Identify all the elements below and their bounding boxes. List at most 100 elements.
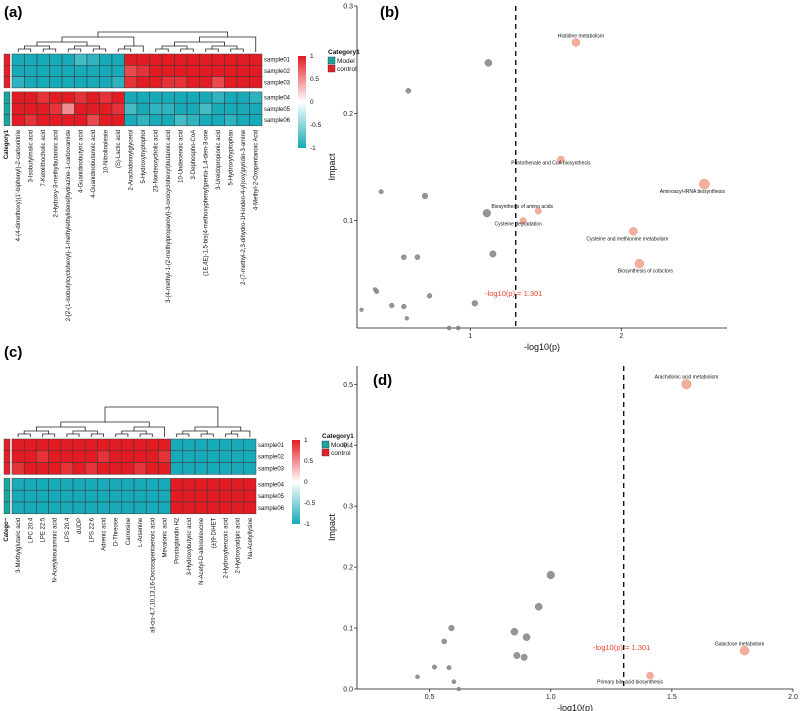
heatmap-cell bbox=[136, 91, 150, 104]
heatmap-cell bbox=[49, 76, 63, 89]
column-label: N-Acetylneuraminic acid bbox=[53, 518, 59, 583]
heatmap-cell bbox=[36, 65, 50, 77]
dendrogram-branch bbox=[17, 433, 31, 437]
heatmap-cell bbox=[99, 102, 113, 115]
heatmap-cell bbox=[48, 478, 62, 491]
heatmap-cell bbox=[231, 478, 245, 491]
heatmap-cell bbox=[231, 462, 245, 475]
column-label: LPS 22:6 bbox=[89, 517, 95, 542]
column-label: 4-Guanidinobutanoic acid bbox=[91, 130, 97, 198]
heatmap-cell bbox=[170, 438, 184, 452]
heatmap-cell bbox=[124, 91, 138, 104]
column-label: all-cis-4,7,10,13,16-Docosapentaenoic ac… bbox=[150, 518, 156, 633]
column-label: 10-Nitrolinoleate bbox=[104, 129, 110, 173]
heatmap-cell bbox=[194, 489, 208, 503]
heatmap-cell bbox=[36, 462, 49, 475]
column-label: Carnosine bbox=[126, 517, 132, 545]
heatmap-cell bbox=[97, 438, 110, 452]
heatmap-cell bbox=[219, 501, 232, 515]
heatmap-cell bbox=[243, 501, 257, 515]
heatmap-cell bbox=[194, 462, 208, 475]
dendrogram-branch bbox=[139, 433, 153, 437]
heatmap-cell bbox=[206, 478, 220, 491]
heatmap-cell bbox=[158, 478, 171, 491]
heatmap-cell bbox=[174, 65, 188, 77]
heatmap-cell bbox=[11, 114, 25, 127]
pathway-point bbox=[456, 686, 461, 692]
heatmap-cell bbox=[60, 501, 74, 515]
legend-title: Category1 bbox=[322, 433, 354, 440]
pathway-point bbox=[448, 624, 455, 632]
heatmap-cell bbox=[48, 501, 62, 515]
heatmap-cell bbox=[158, 501, 171, 515]
heatmap-cell bbox=[99, 91, 113, 104]
row-label: sample01 bbox=[258, 443, 285, 449]
heatmap-cell bbox=[211, 53, 225, 66]
heatmap-cell bbox=[211, 114, 225, 127]
heatmap-cell bbox=[24, 53, 38, 66]
heatmap-cell bbox=[86, 76, 100, 89]
heatmap-cell bbox=[36, 114, 50, 127]
heatmap-cell bbox=[99, 53, 113, 66]
heatmap-cell bbox=[24, 114, 38, 127]
heatmap-cell bbox=[124, 65, 138, 77]
y-axis-title: Impact bbox=[327, 153, 337, 181]
heatmap-cell bbox=[136, 65, 150, 77]
point-label: Cysteine degradation bbox=[494, 222, 541, 228]
heatmap-cell bbox=[224, 76, 238, 89]
heatmap-cell bbox=[199, 53, 213, 66]
dendrogram-branch bbox=[133, 426, 165, 437]
heatmap-cell bbox=[11, 501, 25, 515]
heatmap-cell bbox=[158, 450, 171, 463]
column-label: 5-Hydroxytryptophan bbox=[229, 130, 235, 186]
heatmap-cell bbox=[36, 501, 49, 515]
dendrogram-branch bbox=[36, 426, 86, 431]
heatmap-cell bbox=[199, 102, 213, 115]
heatmap-cell bbox=[219, 450, 232, 463]
heatmap-cell bbox=[24, 65, 38, 77]
column-label: 4-Methyl-2-Oxopentanoic Acid bbox=[254, 130, 260, 210]
colorbar-tick-label: 0 bbox=[304, 479, 308, 486]
column-label: Na-Acetyllysine bbox=[248, 517, 254, 559]
heatmap-cell bbox=[11, 91, 25, 104]
heatmap-cell bbox=[48, 489, 62, 503]
column-label: D-Threose bbox=[114, 517, 120, 546]
pathway-point bbox=[404, 316, 409, 321]
heatmap-cell bbox=[224, 53, 238, 66]
heatmap-cell bbox=[97, 478, 110, 491]
pathway-point bbox=[373, 287, 378, 292]
pathway-point bbox=[401, 303, 407, 310]
category-cell bbox=[3, 76, 11, 89]
heatmap-cell bbox=[109, 489, 123, 503]
heatmap-cell bbox=[133, 438, 147, 452]
heatmap-cell bbox=[23, 450, 37, 463]
column-label: LPE 22:5 bbox=[41, 517, 47, 542]
pathway-point bbox=[426, 293, 433, 299]
dendrogram-branch bbox=[121, 430, 147, 434]
heatmap-cell bbox=[36, 438, 49, 452]
heatmap-cell bbox=[231, 438, 245, 452]
heatmap-cell bbox=[97, 462, 110, 475]
column-dendrogram bbox=[17, 406, 251, 437]
column-label: Adrenic acid bbox=[102, 518, 108, 551]
heatmap-cell bbox=[60, 478, 74, 491]
pathway-point bbox=[389, 302, 395, 309]
column-label: 10-Undecenoic acid bbox=[179, 130, 185, 183]
legend-swatch bbox=[327, 64, 336, 73]
heatmap-cell bbox=[23, 489, 37, 503]
heatmap-cell bbox=[158, 489, 171, 503]
heatmap-cell bbox=[48, 438, 62, 452]
heatmap-cell bbox=[49, 114, 63, 127]
dendrogram-branch bbox=[115, 433, 129, 437]
heatmap-cell bbox=[97, 489, 110, 503]
pathway-point bbox=[405, 88, 412, 94]
heatmap-cell bbox=[61, 76, 75, 89]
x-tick-label: 2 bbox=[619, 333, 623, 340]
dendrogram-branch bbox=[42, 48, 57, 52]
heatmap-cell bbox=[199, 76, 213, 89]
heatmap-cell bbox=[121, 489, 135, 503]
heatmap-cell bbox=[136, 53, 150, 66]
heatmap-cell bbox=[161, 76, 175, 89]
heatmap-cell bbox=[111, 65, 125, 77]
